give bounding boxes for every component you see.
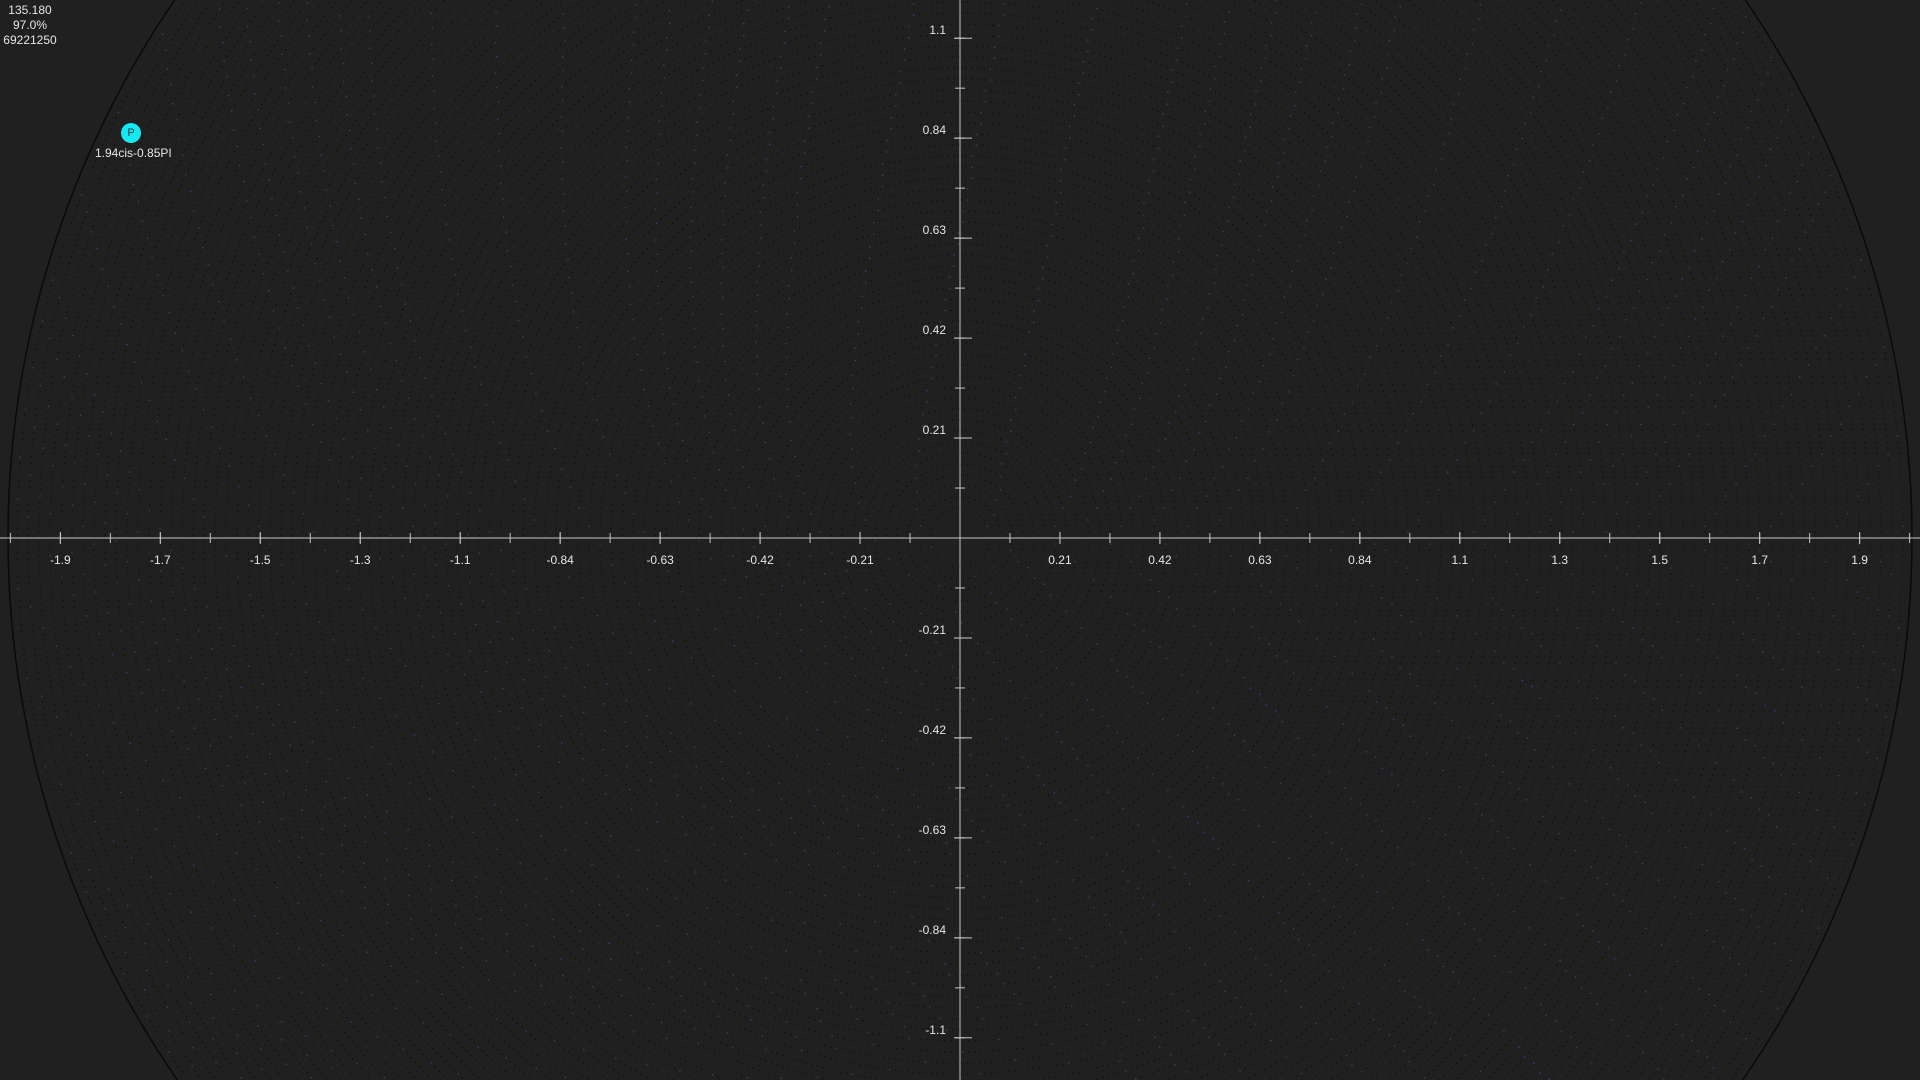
y-tick-label: -0.21 — [919, 623, 947, 637]
x-tick-label: 0.21 — [1048, 553, 1072, 567]
y-tick-label: -1.1 — [925, 1023, 946, 1037]
x-tick-label: -1.5 — [250, 553, 271, 567]
x-tick-label: -1.7 — [150, 553, 171, 567]
sample-dots-layer — [16, 0, 1904, 1080]
x-tick-label: 0.63 — [1248, 553, 1272, 567]
x-tick-label: -0.42 — [746, 553, 774, 567]
fps-readout: 135.180 — [0, 3, 60, 18]
x-tick-label: 0.84 — [1348, 553, 1372, 567]
y-tick-label: 0.42 — [923, 323, 947, 337]
x-tick-label: -1.9 — [50, 553, 71, 567]
y-tick-label: 0.84 — [923, 123, 947, 137]
quality-readout: 97.0% — [0, 18, 60, 33]
y-tick-label: -0.63 — [919, 823, 947, 837]
x-tick-label: 1.1 — [1451, 553, 1468, 567]
point-p-label: 1.94cis-0.85PI — [95, 146, 172, 160]
x-tick-label: -0.63 — [646, 553, 674, 567]
x-tick-label: 1.9 — [1851, 553, 1868, 567]
x-tick-label: 1.5 — [1651, 553, 1668, 567]
x-tick-label: 0.42 — [1148, 553, 1172, 567]
sample-count-readout: 69221250 — [0, 33, 60, 48]
y-tick-label: 0.21 — [923, 423, 947, 437]
y-tick-label: 0.63 — [923, 223, 947, 237]
x-tick-label: 1.3 — [1551, 553, 1568, 567]
y-tick-label: -0.42 — [919, 723, 947, 737]
x-tick-label: -1.1 — [450, 553, 471, 567]
y-tick-label: -0.84 — [919, 923, 947, 937]
x-tick-label: -0.84 — [546, 553, 574, 567]
y-tick-label: 1.1 — [929, 23, 946, 37]
stats-overlay: 135.180 97.0% 69221250 — [0, 3, 60, 48]
x-tick-label: -0.21 — [846, 553, 874, 567]
x-tick-label: -1.3 — [350, 553, 371, 567]
point-p-handle[interactable]: P — [121, 123, 141, 143]
x-tick-label: 1.7 — [1751, 553, 1768, 567]
